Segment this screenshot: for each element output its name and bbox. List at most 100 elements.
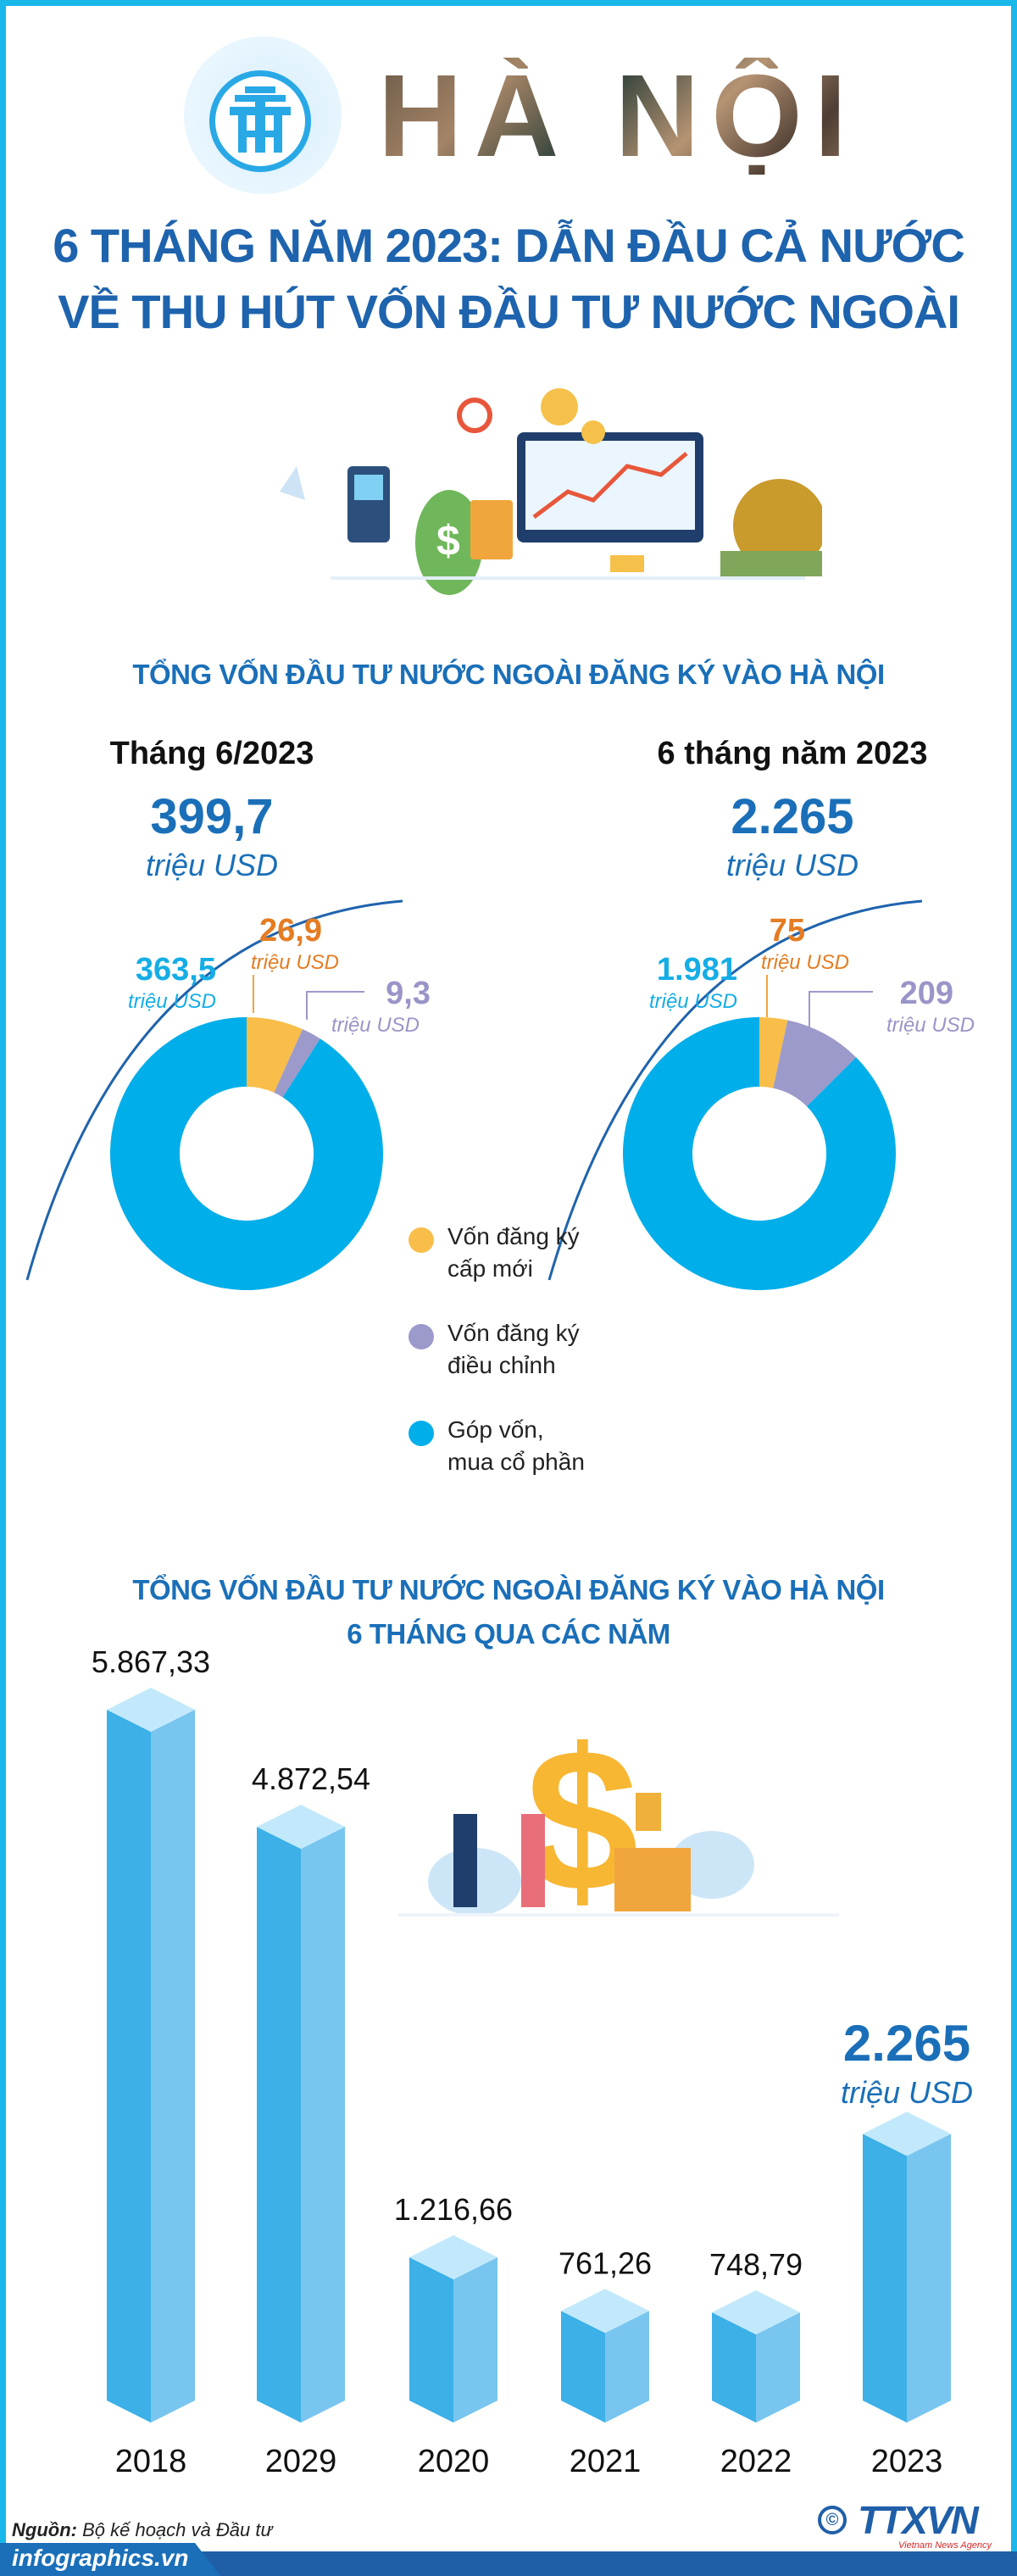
bar-value-label: 4.872,54 [252, 1761, 370, 1796]
target-icon [457, 398, 492, 433]
coin-icon [541, 388, 578, 426]
leader-line [306, 991, 364, 1020]
investment-illustration: $ [280, 388, 822, 595]
ttxvn-logo: TTXVN [858, 2498, 979, 2542]
calculator-icon [470, 500, 513, 559]
bar-front-face [561, 2311, 605, 2423]
bar-top-face [561, 2289, 649, 2334]
cash-icon [720, 551, 822, 576]
legend-label: Góp vốn, [447, 1416, 544, 1443]
legend-label: cấp mới [447, 1255, 533, 1282]
bar-front-face [863, 2134, 907, 2423]
legend-item-cap-moi: Vốn đăng ký cấp mới [408, 1221, 629, 1285]
bar-year-label: 2029 [265, 2444, 337, 2475]
legend-label: Vốn đăng ký [447, 1223, 580, 1249]
donut-slice [247, 1017, 303, 1093]
bar-top-face [257, 1805, 345, 1850]
bar-side-face [756, 2312, 800, 2423]
right-label-dieu-chinh-unit: triệu USD [886, 1014, 975, 1037]
bar-front-face [107, 1710, 151, 2423]
legend-swatch [408, 1324, 434, 1349]
section2-title-line1: TỔNG VỐN ĐẦU TƯ NƯỚC NGOÀI ĐĂNG KÝ VÀO H… [132, 1574, 885, 1605]
bar-side-face [301, 1827, 345, 2423]
left-label-cap-moi-value: 26,9 [259, 913, 322, 949]
right-donut [623, 1017, 896, 1290]
right-total: 2.265 [731, 789, 854, 844]
bar-year-label: 2018 [115, 2444, 187, 2475]
right-label-dieu-chinh-value: 209 [899, 976, 953, 1011]
left-total: 399,7 [150, 789, 274, 844]
bar-value-label: 748,79 [709, 2247, 803, 2282]
bar-year-label: 2020 [418, 2444, 490, 2475]
legend-swatch [408, 1421, 434, 1446]
bar-top-face [409, 2235, 497, 2279]
left-subtitle: Tháng 6/2023 [109, 736, 314, 771]
site-link[interactable]: infographics.vn [12, 2545, 189, 2571]
footer-band: infographics.vn [0, 2543, 1017, 2576]
city-title: HÀ NỘI [378, 51, 859, 181]
handshake-dollar-illustration: $ [398, 1712, 839, 1924]
source-text: Bộ kế hoạch và Đầu tư [82, 2519, 273, 2540]
legend: Vốn đăng ký cấp mới Vốn đăng ký điều chỉnh… [408, 1221, 629, 1511]
legend-swatch [408, 1227, 434, 1253]
bar-value-label: 761,26 [559, 2245, 652, 2280]
bar-side-face [907, 2134, 951, 2423]
bar-value-label: 1.216,66 [394, 2192, 513, 2227]
bar-2021 [561, 2289, 649, 2423]
donut-slice [274, 1029, 320, 1098]
svg-text:$: $ [436, 517, 460, 565]
bar-top-face [712, 2289, 800, 2334]
bar-front-face [409, 2257, 453, 2423]
right-label-cap-moi-value: 75 [769, 913, 805, 949]
main-title-line2: VỀ THU HÚT VỐN ĐẦU TƯ NƯỚC NGOÀI [58, 285, 960, 338]
source-note: Nguồn: Bộ kế hoạch và Đầu tư [12, 2519, 272, 2541]
left-arc [25, 899, 403, 1281]
legend-label: Vốn đăng ký [447, 1320, 580, 1346]
bar-year-label: 2022 [720, 2444, 792, 2475]
bar-2023 [863, 2111, 951, 2423]
right-subtitle: 6 tháng năm 2023 [657, 736, 928, 771]
hanoi-emblem-icon [184, 36, 342, 194]
agency-tagline: Vietnam News Agency [898, 2540, 992, 2551]
bar-front-face [257, 1827, 301, 2423]
bar-side-face [151, 1710, 195, 2423]
donut-slice [759, 1017, 788, 1088]
donut-slice [773, 1020, 857, 1107]
left-label-dieu-chinh-value: 9,3 [386, 976, 431, 1011]
bar-chart: 2018 5.867,33 2029 4.872,54 2020 1.216,66 2021… [92, 1644, 951, 2475]
main-title-line1: 6 THÁNG NĂM 2023: DẪN ĐẦU CẢ NƯỚC [53, 219, 965, 272]
left-total-unit: triệu USD [145, 848, 279, 882]
highlight-2023-unit: triệu USD [840, 2075, 974, 2110]
left-label-gop-von-value: 363,5 [135, 952, 216, 988]
donut-slice [109, 1017, 383, 1290]
right-label-cap-moi-unit: triệu USD [760, 951, 849, 974]
left-label-gop-von-unit: triệu USD [127, 990, 216, 1013]
legend-label: mua cổ phần [447, 1449, 585, 1475]
money-bag-icon [415, 490, 483, 595]
globe-icon [733, 479, 822, 572]
leader-line [809, 991, 873, 1030]
legend-item-dieu-chinh: Vốn đăng ký điều chỉnh [408, 1317, 629, 1382]
left-label-dieu-chinh-unit: triệu USD [331, 1014, 420, 1037]
left-donut [109, 1017, 383, 1290]
bar-2029 [257, 1805, 345, 2423]
right-label-gop-von-unit: triệu USD [648, 990, 737, 1013]
bar-front-face [712, 2312, 756, 2423]
bar-year-label: 2021 [570, 2444, 642, 2475]
copyright-icon: © [818, 2506, 847, 2534]
right-arc [547, 899, 923, 1281]
bar-top-face [863, 2111, 951, 2156]
donut-slice [623, 1017, 896, 1290]
bar-value-label: 5.867,33 [92, 1644, 210, 1679]
bar-2018 [107, 1688, 195, 2423]
section1-title: TỔNG VỐN ĐẦU TƯ NƯỚC NGOÀI ĐĂNG KÝ VÀO H… [132, 659, 885, 690]
donut-charts [25, 899, 923, 1290]
right-label-gop-von-value: 1.981 [656, 952, 737, 988]
bar-year-label: 2023 [871, 2444, 943, 2475]
highlight-2023-value: 2.265 [842, 2015, 971, 2072]
bar-2022 [712, 2289, 800, 2423]
bar-side-face [453, 2257, 497, 2423]
section2-title-line2: 6 THÁNG QUA CÁC NĂM [347, 1618, 670, 1650]
source-label: Nguồn: [12, 2519, 77, 2540]
legend-item-gop-von: Góp vốn, mua cổ phần [408, 1414, 629, 1478]
